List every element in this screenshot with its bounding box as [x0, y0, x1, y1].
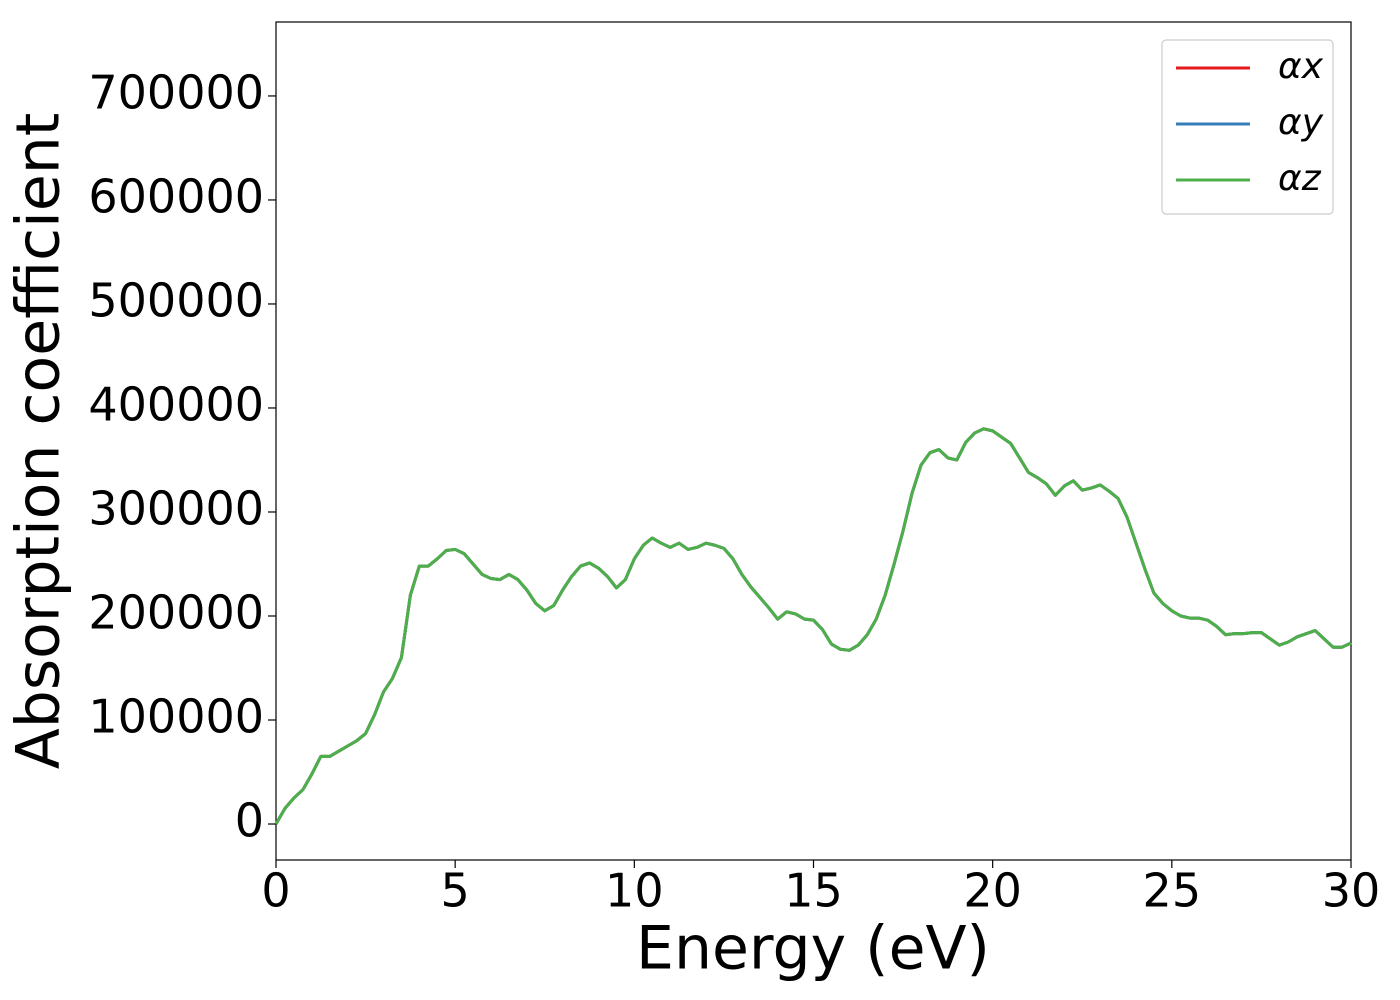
x-tick-label: 25 — [1143, 864, 1202, 918]
x-tick-label: 30 — [1322, 864, 1381, 918]
series-line — [274, 427, 1352, 825]
x-axis-label: Energy (eV) — [636, 914, 990, 984]
series-line — [274, 427, 1352, 825]
legend-box — [1161, 39, 1334, 215]
series-line — [274, 427, 1352, 825]
y-axis-label: Absorption coefficient — [4, 113, 74, 770]
y-tick-label: 700000 — [88, 65, 264, 119]
x-tick-label: 15 — [784, 864, 843, 918]
y-tick-label: 0 — [235, 794, 264, 848]
x-tick-label: 0 — [261, 864, 290, 918]
x-tick-label: 20 — [963, 864, 1022, 918]
legend-label: αz — [1278, 158, 1322, 199]
x-tick-label: 5 — [441, 864, 470, 918]
y-tick-label: 400000 — [88, 377, 264, 431]
y-tick-label: 200000 — [88, 585, 264, 639]
x-tick-label: 10 — [605, 864, 664, 918]
y-tick-label: 300000 — [88, 481, 264, 535]
y-tick-label: 600000 — [88, 169, 264, 223]
legend-label: αx — [1278, 46, 1324, 87]
y-tick-label: 100000 — [88, 690, 264, 744]
y-tick-label: 500000 — [88, 273, 264, 327]
legend-label: αy — [1278, 102, 1324, 143]
